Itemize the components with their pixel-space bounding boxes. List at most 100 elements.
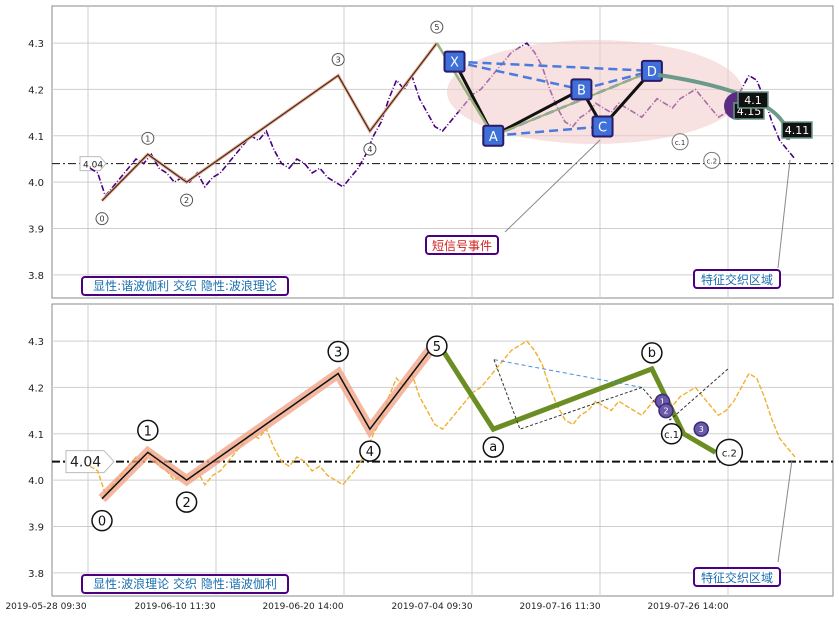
harmonic-point-label: C — [598, 121, 607, 136]
harmonic-point-label: A — [489, 130, 498, 145]
abc-point-label: a — [489, 440, 497, 455]
reference-value-label: 4.04 — [83, 161, 103, 171]
x-tick-label: 2019-07-04 09:30 — [391, 602, 472, 612]
abc-point-marker — [660, 423, 683, 445]
price-tag — [781, 121, 813, 139]
reference-value-label: 4.04 — [70, 455, 101, 471]
wave-point-label: 0 — [99, 215, 104, 224]
wave-point-label: 4 — [366, 445, 374, 460]
annotation-box — [693, 567, 781, 587]
annotation-pointer — [777, 459, 793, 563]
harmonic-point-label: B — [577, 83, 586, 98]
wave-point-marker — [141, 131, 155, 145]
wave-point-label: 2 — [184, 196, 189, 205]
abc-point-label: c.2 — [722, 448, 737, 459]
annotation-label: 特征交织区域 — [701, 272, 773, 287]
x-axis: 2019-05-28 09:30 2019-06-10 11:30 2019-06-… — [5, 602, 728, 612]
harmonic-leg — [492, 69, 653, 137]
y-tick-label: 4.2 — [28, 383, 44, 394]
wave-point-marker — [95, 212, 109, 226]
abc-line — [434, 339, 717, 455]
wave-point-label: 4 — [367, 145, 372, 154]
harmonic-point-marker — [443, 50, 466, 73]
annotation-pointer — [777, 159, 791, 269]
y-tick-label: 3.8 — [28, 569, 44, 580]
wave-point-marker — [359, 440, 381, 462]
bottom-panel: 3.83.94.04.14.24.34.04012345abc.1c.2123特… — [28, 303, 834, 597]
abc-point-marker — [641, 342, 663, 364]
wave-point-marker — [175, 491, 198, 513]
legend-box — [81, 276, 289, 296]
harmonic-region — [447, 40, 743, 144]
annotation-box — [425, 235, 499, 255]
harmonic-ray — [581, 69, 653, 91]
wave-point-label: 1 — [144, 424, 152, 439]
legend-label: 显性:谐波伽利 交织 隐性:波浪理论 — [93, 278, 277, 293]
sub-wave-label: 3 — [699, 425, 704, 434]
harmonic-point-marker — [482, 124, 505, 147]
harmonic-point-marker — [591, 115, 614, 138]
wave-point-label: 3 — [336, 56, 341, 65]
annotation-pointer — [504, 139, 601, 233]
y-tick-label: 4.1 — [28, 430, 44, 441]
annotation-label: 特征交织区域 — [701, 570, 773, 585]
wave-point-label: 5 — [434, 23, 439, 32]
wave-point-label: 0 — [98, 515, 106, 530]
y-tick-label: 3.8 — [28, 271, 44, 282]
abc-point-marker — [482, 436, 505, 458]
y-tick-label: 3.9 — [28, 522, 44, 533]
y-tick-label: 4.3 — [28, 39, 44, 50]
reference-value-arrow — [65, 450, 115, 474]
y-tick-label: 4.1 — [28, 132, 44, 143]
annotation-label: 短信号事件 — [432, 239, 492, 253]
y-tick-label: 3.9 — [28, 224, 44, 235]
wave-c-marker — [703, 151, 721, 169]
harmonic-point-label: X — [450, 56, 459, 71]
wave-point-marker — [331, 53, 345, 67]
harmonic-point-label: D — [647, 65, 657, 80]
x-tick-label: 2019-07-26 14:00 — [647, 602, 728, 612]
price-tag-label: 4.11 — [785, 124, 810, 137]
wave-point-marker — [363, 142, 377, 156]
wave-c-marker — [671, 133, 689, 151]
harmonic-point-marker — [570, 78, 593, 101]
wave-point-marker — [327, 340, 349, 363]
abc-point-marker — [715, 438, 744, 467]
wave-point-marker — [180, 193, 194, 207]
sub-wave-label: 1 — [660, 397, 665, 406]
x-tick-label: 2019-05-28 09:30 — [5, 602, 86, 612]
harmonic-path — [493, 359, 729, 430]
legend-box — [81, 574, 289, 594]
price-tag — [737, 91, 769, 109]
reference-value-arrow — [79, 156, 107, 172]
annotation-box — [693, 269, 781, 289]
harmonic-ray — [493, 125, 603, 138]
sub-wave-marker — [693, 421, 709, 437]
wave-point-label: 3 — [334, 346, 342, 361]
sub-wave-marker — [658, 402, 674, 419]
price-tag-label: 4.1 — [744, 94, 762, 107]
y-tick-label: 4.0 — [28, 476, 44, 487]
sub-wave-label: 2 — [663, 407, 668, 416]
legend-label: 显性:波浪理论 交织 隐性:谐波伽利 — [93, 576, 277, 591]
price-series — [89, 340, 796, 496]
wave-point-label: 1 — [145, 134, 150, 143]
wave-point-marker — [91, 509, 113, 532]
abc-point-label: c.1 — [664, 430, 679, 441]
wave-point-marker — [137, 419, 159, 442]
harmonic-ray — [454, 60, 582, 91]
abc-point-label: b — [648, 346, 656, 361]
x-tick-label: 2019-06-20 14:00 — [262, 602, 343, 612]
wave-line — [101, 340, 438, 500]
top-panel: 3.83.94.04.14.24.34.04012345XABCD4.154.1… — [28, 5, 834, 299]
wave-point-marker — [426, 335, 448, 357]
y-tick-label: 4.0 — [28, 178, 44, 189]
harmonic-point-marker — [640, 59, 663, 82]
y-tick-label: 4.3 — [28, 337, 44, 348]
wave-point-label: 2 — [182, 496, 190, 511]
x-tick-label: 2019-06-10 11:30 — [134, 602, 215, 612]
wave-point-label: 5 — [433, 340, 441, 355]
wave-c-label: c.1 — [675, 139, 686, 147]
wave-c-label: c.2 — [707, 157, 718, 165]
